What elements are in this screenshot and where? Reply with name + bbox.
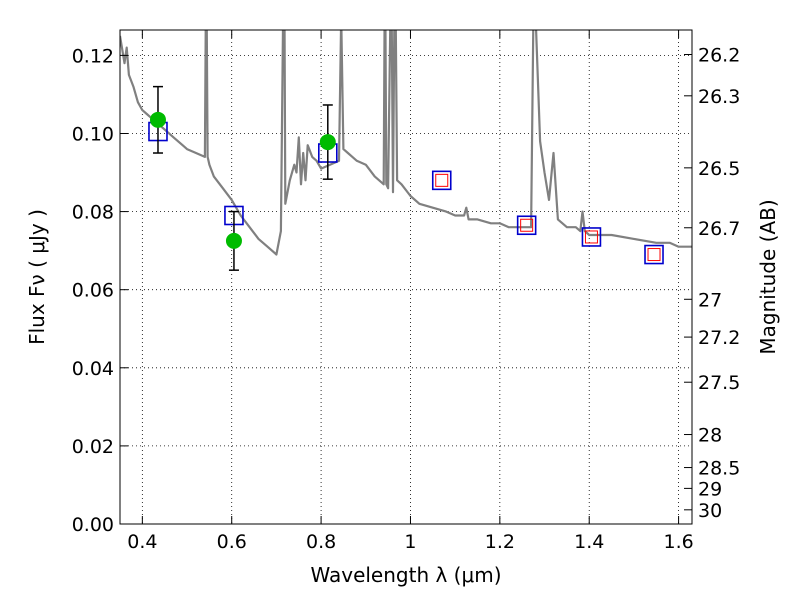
observed-flux-point	[319, 134, 336, 151]
mag-tick-label: 30	[698, 500, 722, 522]
observed-flux-point	[225, 232, 242, 249]
y-tick-label: 0.12	[72, 45, 114, 67]
y-tick-label: 0.08	[72, 202, 114, 224]
observed-flux-point	[149, 111, 166, 128]
plot-area	[120, 30, 692, 271]
mag-tick-label: 27.2	[698, 327, 740, 349]
mag-tick-label: 29	[698, 478, 722, 500]
y-tick-label: 0.02	[72, 436, 114, 458]
limit-square	[520, 218, 534, 232]
model-photometry-square	[581, 227, 602, 247]
x-tick-label: 1.2	[485, 531, 515, 553]
limit-square	[584, 230, 598, 244]
y-tick-label: 0.04	[72, 358, 114, 380]
y-tick-label: 0.10	[72, 123, 114, 145]
model-photometry-square	[644, 244, 664, 265]
mag-tick-label: 28.5	[698, 458, 740, 480]
x-tick-label: 0.4	[127, 531, 157, 553]
x-tick-label: 1.6	[663, 531, 693, 553]
mag-tick-label: 27	[698, 289, 722, 311]
model-spectrum-line	[120, 30, 692, 256]
x-tick-label: 0.6	[217, 531, 247, 553]
right-axis-label: Magnitude (AB)	[756, 199, 780, 354]
y-axis-label: Flux Fν ( μJy )	[25, 209, 49, 345]
mag-tick-label: 26.3	[698, 86, 740, 108]
y-tick-label: 0.00	[72, 514, 114, 536]
limit-square	[647, 248, 661, 262]
x-tick-label: 0.8	[306, 531, 336, 553]
x-tick-label: 1	[404, 531, 416, 553]
x-axis-label: Wavelength λ (μm)	[310, 563, 501, 587]
mag-tick-label: 28	[698, 425, 722, 447]
y-tick-label: 0.06	[72, 280, 114, 302]
model-photometry-square	[431, 170, 452, 191]
model-photometry-square	[516, 215, 537, 236]
plot-frame	[119, 29, 693, 525]
limit-square	[435, 173, 449, 187]
mag-tick-label: 26.2	[698, 44, 740, 66]
mag-tick-label: 26.5	[698, 158, 740, 180]
mag-tick-label: 26.7	[698, 218, 740, 240]
mag-tick-label: 27.5	[698, 372, 740, 394]
x-tick-label: 1.4	[574, 531, 604, 553]
tick-layer: 0.4 0.6 0.8 1 1.2 1.4 1.6 0.00 0.02 0.04 0.06 0.08 0…	[72, 30, 740, 553]
